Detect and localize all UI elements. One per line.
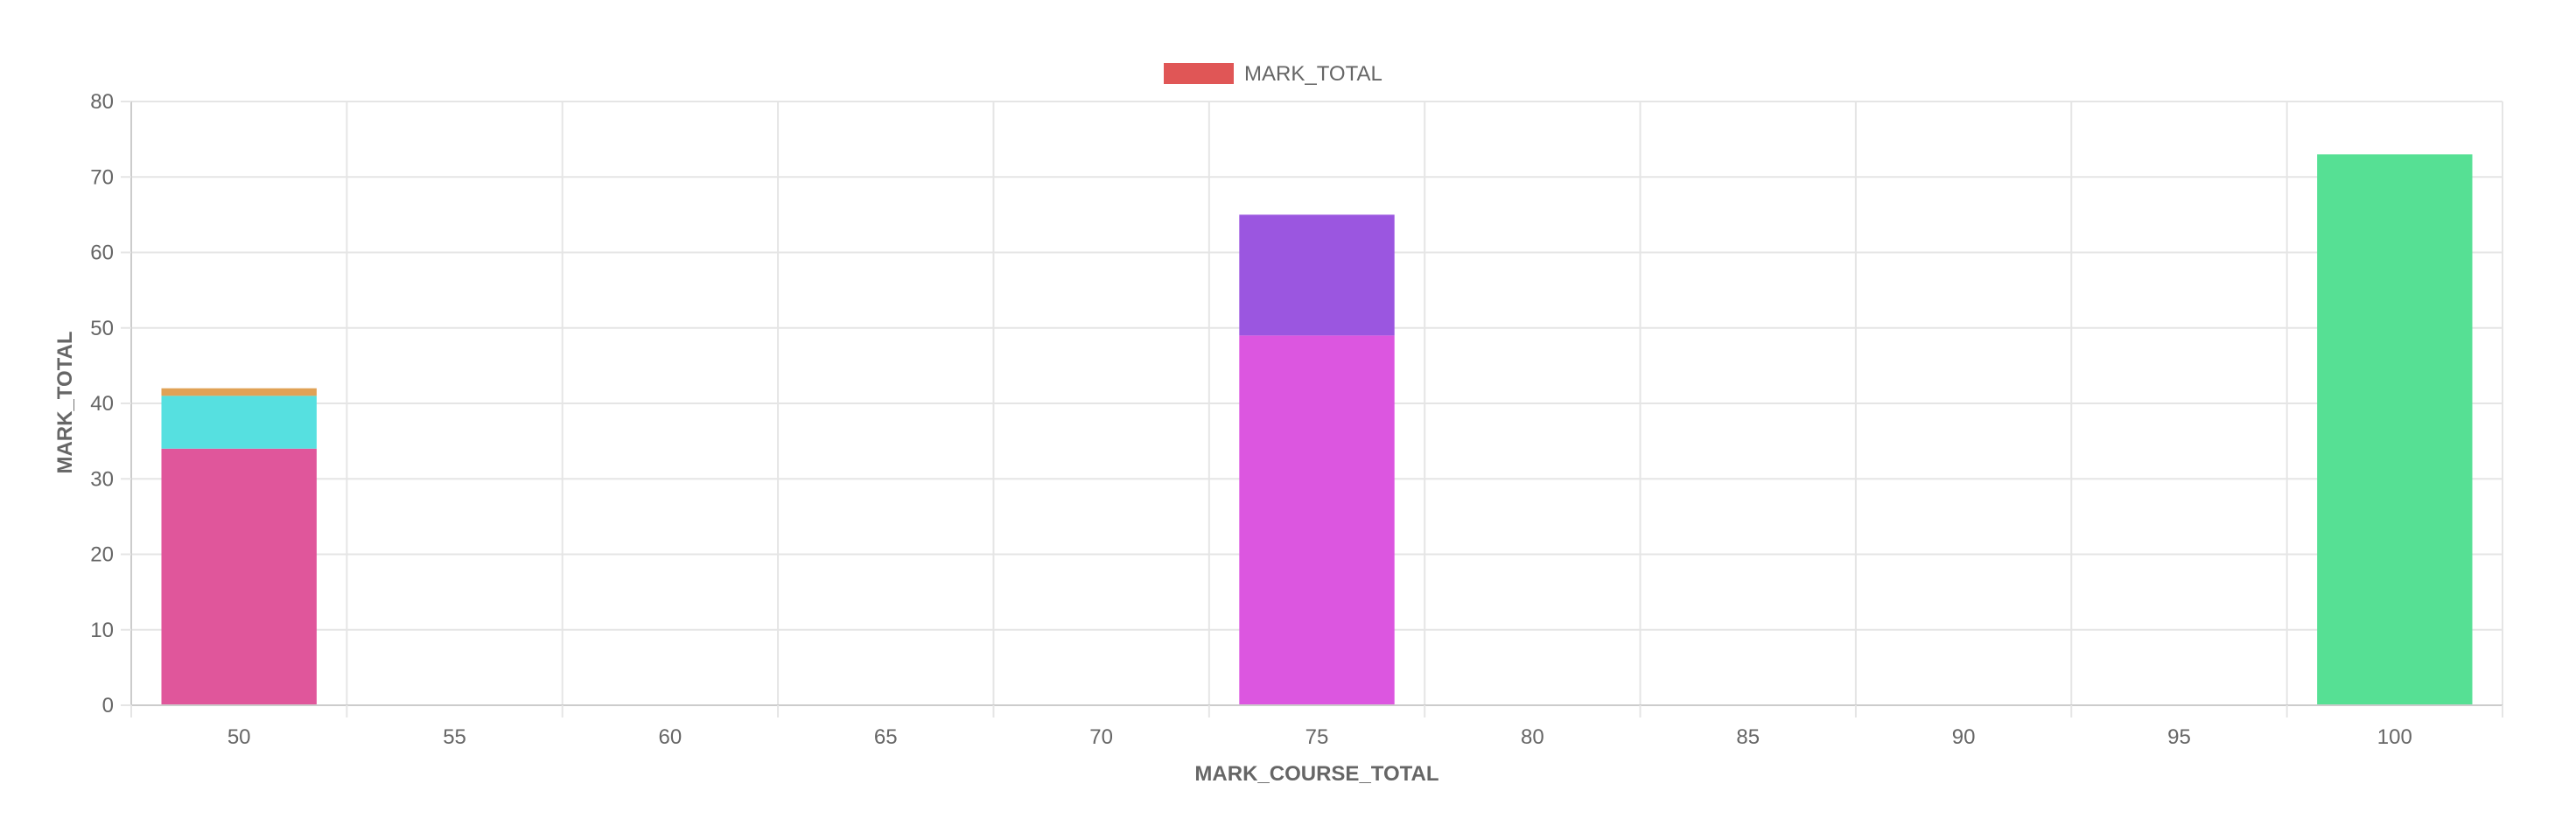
y-tick-label: 60 [90, 242, 114, 265]
x-axis-title: MARK_COURSE_TOTAL [1194, 762, 1438, 786]
legend[interactable]: MARK_TOTAL [1164, 62, 1382, 86]
y-axis-ticks: 0 10 20 30 40 50 60 70 80 [90, 90, 131, 718]
x-tick-label: 55 [443, 725, 466, 749]
x-axis-ticks: 50 55 60 65 70 75 80 85 90 95 100 [130, 705, 2503, 749]
x-tick-label: 65 [874, 725, 898, 749]
legend-swatch[interactable] [1164, 63, 1234, 84]
x-tick-label: 80 [1521, 725, 1544, 749]
bar-segment[interactable] [161, 448, 317, 705]
bar-segment[interactable] [161, 396, 317, 449]
y-tick-label: 10 [90, 619, 114, 642]
bar-segment[interactable] [161, 388, 317, 396]
x-tick-label: 50 [228, 725, 251, 749]
bar-segment[interactable] [1239, 214, 1395, 336]
y-tick-label: 0 [102, 694, 114, 718]
bars [161, 154, 2473, 705]
y-tick-label: 20 [90, 543, 114, 567]
x-tick-label: 70 [1089, 725, 1113, 749]
y-tick-label: 80 [90, 90, 114, 114]
x-tick-label: 85 [1736, 725, 1760, 749]
y-tick-label: 50 [90, 317, 114, 340]
legend-label[interactable]: MARK_TOTAL [1244, 62, 1382, 86]
y-tick-label: 40 [90, 392, 114, 416]
x-tick-label: 100 [2377, 725, 2412, 749]
bar-segment[interactable] [2317, 154, 2473, 705]
x-tick-label: 75 [1306, 725, 1329, 749]
y-tick-label: 30 [90, 467, 114, 491]
x-tick-label: 95 [2167, 725, 2191, 749]
y-tick-label: 70 [90, 165, 114, 189]
x-tick-label: 60 [659, 725, 682, 749]
bar-segment[interactable] [1239, 335, 1395, 705]
x-tick-label: 90 [1952, 725, 1976, 749]
y-axis-title: MARK_TOTAL [53, 331, 77, 473]
